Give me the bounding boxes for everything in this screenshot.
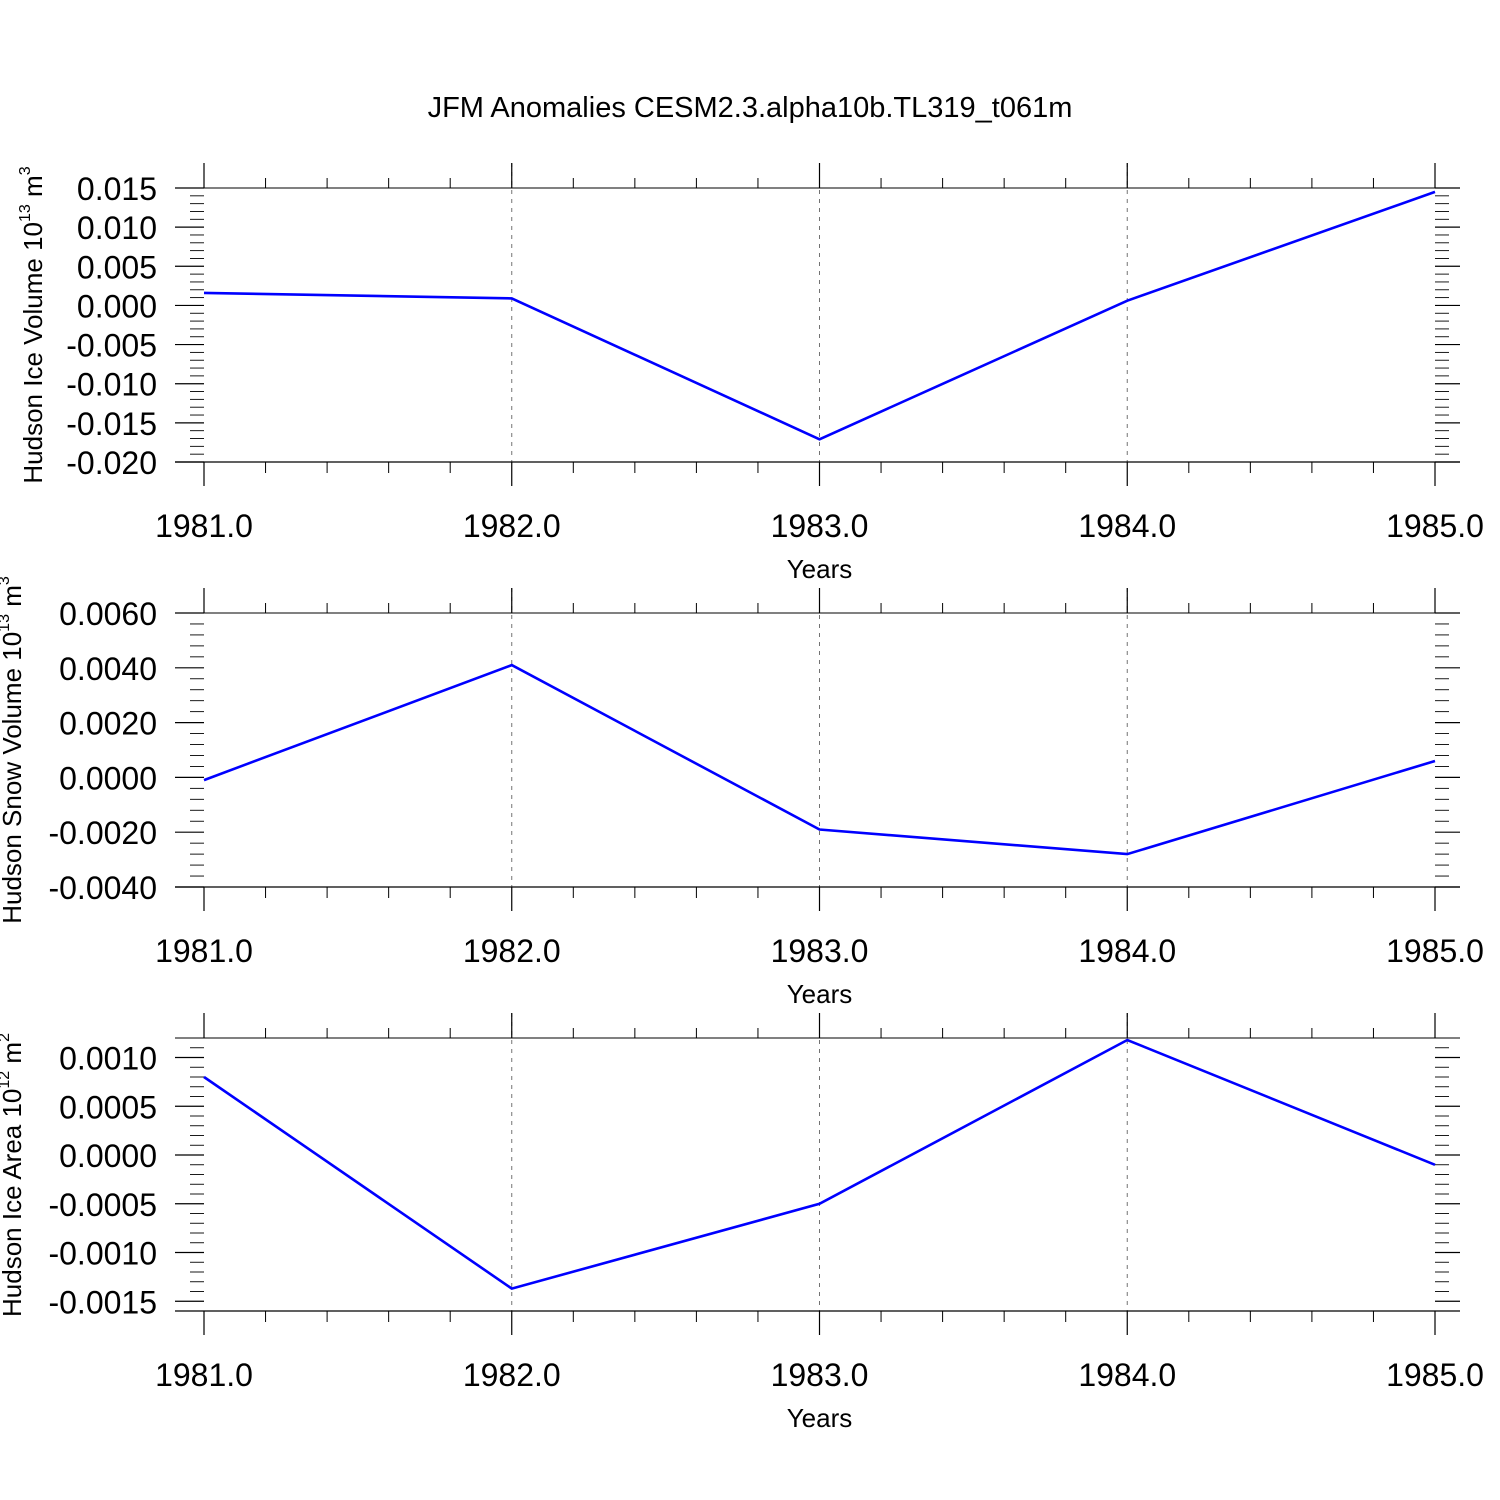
x-tick-label: 1981.0: [155, 508, 253, 544]
panel-2: 0.0060 0.0040 0.0020 0.0000 -0.0020 -0.0040 19…: [0, 576, 1484, 1009]
y-label-exponent: 12: [0, 1071, 13, 1089]
x-tick-label: 1985.0: [1386, 508, 1484, 544]
panel-3: 0.0010 0.0005 0.0000 -0.0005 -0.0010 -0.0015 1…: [0, 1013, 1484, 1433]
x-axis-label: Years: [787, 554, 853, 584]
x-tick-label: 1983.0: [771, 1357, 869, 1393]
y-tick-label: 0.0010: [59, 1041, 157, 1077]
chart-title: JFM Anomalies CESM2.3.alpha10b.TL319_t06…: [428, 92, 1073, 124]
y-tick-label: -0.0010: [48, 1236, 157, 1272]
y-label-unit-exponent: 3: [17, 166, 34, 175]
x-tick-label: 1985.0: [1386, 1357, 1484, 1393]
y-label-unit: m: [18, 175, 48, 204]
x-tick-label: 1983.0: [771, 508, 869, 544]
x-tick-label: 1983.0: [771, 933, 869, 969]
y-axis-label: Hudson Ice Area 1012 m2: [0, 1033, 27, 1317]
x-tick-label: 1981.0: [155, 933, 253, 969]
x-tick-label: 1985.0: [1386, 933, 1484, 969]
y-label-exponent: 13: [17, 204, 34, 222]
y-tick-label: -0.005: [66, 328, 157, 364]
x-tick-label: 1982.0: [463, 508, 561, 544]
y-label-text: Hudson Snow Volume 10: [0, 632, 27, 924]
x-tick-label: 1981.0: [155, 1357, 253, 1393]
x-axis-label: Years: [787, 1403, 853, 1433]
y-tick-label: 0.0020: [59, 706, 157, 742]
y-label-text: Hudson Ice Volume 10: [18, 222, 48, 484]
x-tick-label: 1984.0: [1078, 508, 1176, 544]
y-label-unit: m: [0, 1042, 27, 1071]
y-tick-label: 0.015: [77, 171, 157, 207]
x-tick-label: 1984.0: [1078, 933, 1176, 969]
y-tick-label: -0.020: [66, 445, 157, 481]
y-axis-label: Hudson Ice Volume 1013 m3: [17, 166, 48, 483]
y-tick-label: -0.0040: [48, 870, 157, 906]
series-line-1: [203, 190, 1436, 441]
series-line-1: [203, 663, 1436, 856]
y-label-unit: m: [0, 585, 27, 614]
x-axis-label: Years: [787, 979, 853, 1009]
y-tick-label: -0.015: [66, 406, 157, 442]
y-axis-label: Hudson Snow Volume 1013 m3: [0, 576, 27, 924]
y-label-unit-exponent: 2: [0, 1033, 13, 1042]
y-tick-label: 0.0040: [59, 651, 157, 687]
y-tick-label: 0.0060: [59, 596, 157, 632]
x-tick-label: 1984.0: [1078, 1357, 1176, 1393]
x-tick-label: 1982.0: [463, 933, 561, 969]
y-tick-label: 0.010: [77, 210, 157, 246]
y-tick-label: 0.0000: [59, 760, 157, 796]
y-tick-label: 0.005: [77, 249, 157, 285]
y-tick-label: -0.010: [66, 367, 157, 403]
series-line-1: [203, 1038, 1436, 1291]
y-tick-label: 0.0000: [59, 1138, 157, 1174]
y-tick-label: 0.000: [77, 288, 157, 324]
y-label-unit-exponent: 3: [0, 576, 13, 585]
y-label-exponent: 13: [0, 614, 13, 632]
y-label-text: Hudson Ice Area 10: [0, 1089, 27, 1317]
y-tick-label: -0.0020: [48, 815, 157, 851]
y-tick-label: 0.0005: [59, 1089, 157, 1125]
y-tick-label: -0.0005: [48, 1187, 157, 1223]
x-tick-label: 1982.0: [463, 1357, 561, 1393]
y-tick-label: -0.0015: [48, 1284, 157, 1320]
